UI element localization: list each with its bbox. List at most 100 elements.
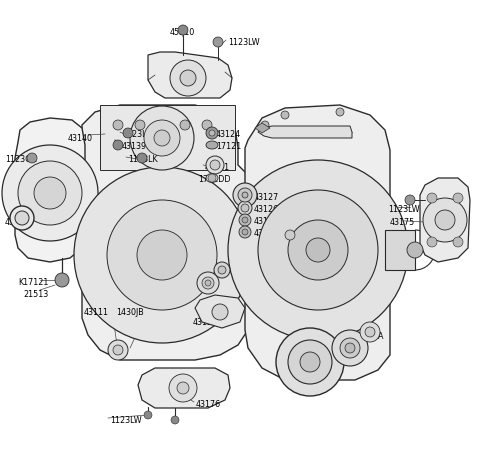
Circle shape (55, 273, 69, 287)
Circle shape (365, 327, 375, 337)
Circle shape (239, 214, 251, 226)
Polygon shape (100, 105, 235, 170)
Text: 1123LW: 1123LW (110, 416, 142, 425)
Circle shape (144, 120, 180, 156)
Circle shape (205, 280, 211, 286)
Text: K17121: K17121 (18, 278, 48, 287)
Text: 43146B: 43146B (254, 217, 285, 226)
Polygon shape (82, 105, 248, 360)
Text: 43127: 43127 (254, 193, 279, 202)
Text: 1430JB: 1430JB (116, 308, 144, 317)
Text: 45210: 45210 (169, 28, 194, 37)
Circle shape (427, 237, 437, 247)
Circle shape (202, 277, 214, 289)
Text: 43175: 43175 (390, 218, 415, 227)
Circle shape (197, 272, 219, 294)
Circle shape (113, 120, 123, 130)
Polygon shape (255, 123, 270, 133)
Circle shape (214, 262, 230, 278)
Circle shape (336, 108, 344, 116)
Circle shape (137, 153, 147, 163)
Circle shape (218, 266, 226, 274)
Ellipse shape (206, 173, 218, 183)
Circle shape (435, 210, 455, 230)
Circle shape (202, 120, 212, 130)
Circle shape (130, 106, 194, 170)
Circle shape (27, 153, 37, 163)
Circle shape (206, 127, 218, 139)
Circle shape (15, 211, 29, 225)
Circle shape (276, 328, 344, 396)
Text: 43135: 43135 (188, 234, 213, 243)
Text: 43124: 43124 (216, 130, 241, 139)
Circle shape (108, 340, 128, 360)
Circle shape (423, 198, 467, 242)
Circle shape (288, 340, 332, 384)
Text: 43146B: 43146B (254, 229, 285, 238)
Circle shape (228, 160, 408, 340)
Circle shape (135, 120, 145, 130)
Circle shape (137, 230, 187, 280)
Text: 43139B: 43139B (122, 142, 153, 151)
Circle shape (18, 161, 82, 225)
Circle shape (242, 217, 248, 223)
Circle shape (340, 338, 360, 358)
Text: 43176: 43176 (196, 400, 221, 409)
Text: 21513: 21513 (23, 290, 48, 299)
Circle shape (345, 343, 355, 353)
Circle shape (405, 195, 415, 205)
Circle shape (288, 220, 348, 280)
Circle shape (2, 145, 98, 241)
Circle shape (180, 70, 196, 86)
Text: 43119: 43119 (296, 362, 321, 371)
Circle shape (10, 206, 34, 230)
Polygon shape (138, 368, 230, 408)
Circle shape (113, 345, 123, 355)
Text: 43111: 43111 (84, 308, 109, 317)
Polygon shape (245, 105, 390, 380)
Circle shape (239, 226, 251, 238)
Circle shape (285, 230, 295, 240)
Polygon shape (15, 118, 85, 262)
Circle shape (171, 416, 179, 424)
Text: 43123: 43123 (193, 318, 218, 327)
Circle shape (177, 382, 189, 394)
Circle shape (154, 130, 170, 146)
Circle shape (206, 156, 224, 174)
Circle shape (242, 192, 248, 198)
Text: 43115: 43115 (298, 230, 323, 239)
Circle shape (180, 120, 190, 130)
Circle shape (332, 330, 368, 366)
Circle shape (123, 128, 133, 138)
Circle shape (300, 352, 320, 372)
Text: 43113: 43113 (5, 218, 30, 227)
Circle shape (233, 183, 257, 207)
Polygon shape (148, 52, 232, 98)
Circle shape (261, 121, 269, 129)
Circle shape (113, 140, 123, 150)
Circle shape (170, 60, 206, 96)
Circle shape (281, 111, 289, 119)
Circle shape (212, 304, 228, 320)
Circle shape (427, 193, 437, 203)
Text: 43131B: 43131B (188, 280, 218, 289)
Text: 43140: 43140 (68, 134, 93, 143)
Circle shape (407, 242, 423, 258)
Circle shape (209, 130, 215, 136)
Circle shape (258, 190, 378, 310)
Text: 1751DD: 1751DD (198, 175, 230, 184)
Text: 43134A: 43134A (354, 332, 384, 341)
Polygon shape (420, 178, 470, 262)
Circle shape (210, 160, 220, 170)
Circle shape (453, 237, 463, 247)
Text: 43121: 43121 (205, 163, 230, 172)
Text: 1123LK: 1123LK (128, 155, 157, 164)
Circle shape (208, 174, 216, 182)
Circle shape (242, 229, 248, 235)
Text: 1123LK: 1123LK (122, 130, 152, 139)
Text: 1123GX: 1123GX (5, 155, 37, 164)
Circle shape (34, 177, 66, 209)
Text: 43116: 43116 (334, 348, 359, 357)
Ellipse shape (206, 141, 218, 149)
Polygon shape (258, 126, 352, 138)
